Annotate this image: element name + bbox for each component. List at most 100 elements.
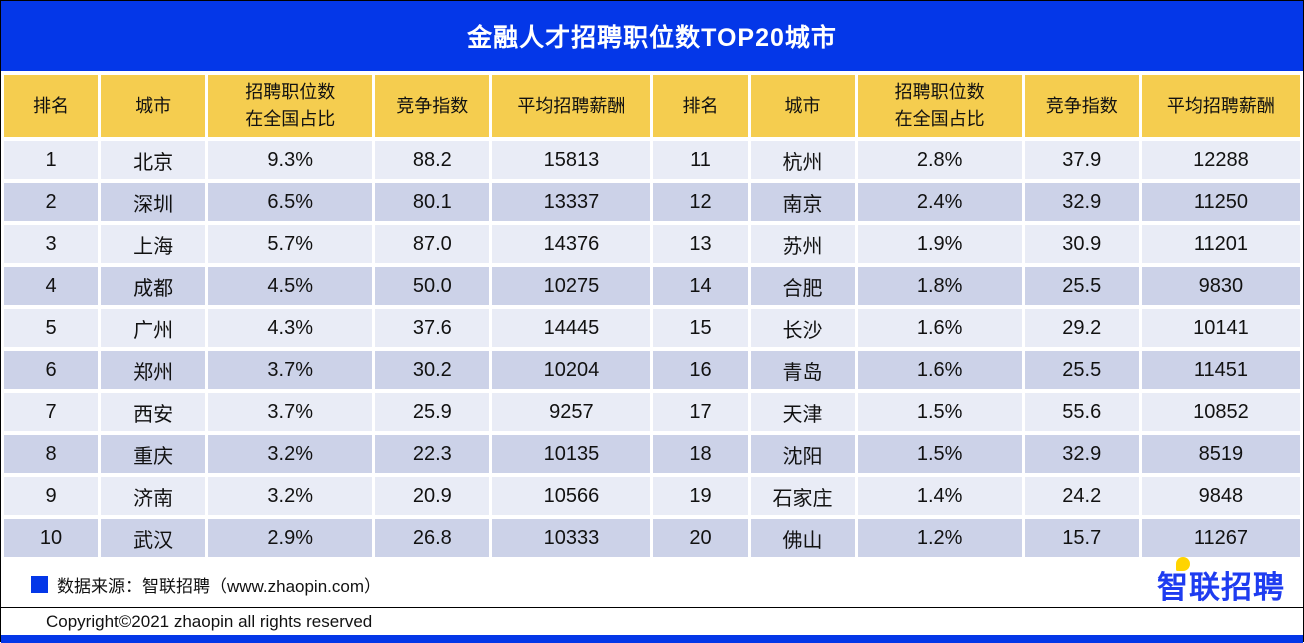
table-body: 1 北京 9.3% 88.2 15813 11 杭州 2.8% 37.9 12288 2 深圳 6.5%… bbox=[4, 141, 1300, 557]
cell-share: 1.9% bbox=[857, 225, 1022, 263]
cell-index: 26.8 bbox=[375, 519, 490, 557]
cell-index: 25.9 bbox=[375, 393, 490, 431]
cell-city: 上海 bbox=[101, 225, 206, 263]
cell-salary: 13337 bbox=[492, 183, 651, 221]
cell-share: 9.3% bbox=[208, 141, 373, 179]
cell-city: 长沙 bbox=[750, 309, 855, 347]
cell-rank: 4 bbox=[4, 267, 99, 305]
logo-text: 智联招聘 bbox=[1157, 569, 1285, 605]
cell-salary: 9848 bbox=[1141, 477, 1300, 515]
cell-index: 29.2 bbox=[1024, 309, 1139, 347]
cell-city: 北京 bbox=[101, 141, 206, 179]
cell-share: 1.4% bbox=[857, 477, 1022, 515]
cell-share: 2.8% bbox=[857, 141, 1022, 179]
cell-share: 1.5% bbox=[857, 393, 1022, 431]
cell-salary: 14376 bbox=[492, 225, 651, 263]
cell-index: 87.0 bbox=[375, 225, 490, 263]
header-row: 排名 城市 招聘职位数 在全国占比 竞争指数 平均招聘薪酬 排名 城市 招聘职位数 在全国占比… bbox=[4, 75, 1300, 137]
table-row: 7 西安 3.7% 25.9 9257 17 天津 1.5% 55.6 10852 bbox=[4, 393, 1300, 431]
cell-index: 37.9 bbox=[1024, 141, 1139, 179]
table-row: 10 武汉 2.9% 26.8 10333 20 佛山 1.2% 15.7 11267 bbox=[4, 519, 1300, 557]
table-row: 3 上海 5.7% 87.0 14376 13 苏州 1.9% 30.9 11201 bbox=[4, 225, 1300, 263]
bottom-blue-strip bbox=[1, 635, 1303, 643]
cell-rank: 10 bbox=[4, 519, 99, 557]
cell-salary: 11451 bbox=[1141, 351, 1300, 389]
cell-city: 成都 bbox=[101, 267, 206, 305]
cell-salary: 14445 bbox=[492, 309, 651, 347]
cell-city: 郑州 bbox=[101, 351, 206, 389]
copyright-text: Copyright©2021 zhaopin all rights reserv… bbox=[46, 611, 373, 631]
cell-salary: 15813 bbox=[492, 141, 651, 179]
cell-share: 4.3% bbox=[208, 309, 373, 347]
cell-share: 1.6% bbox=[857, 309, 1022, 347]
cell-rank: 17 bbox=[653, 393, 748, 431]
table-row: 1 北京 9.3% 88.2 15813 11 杭州 2.8% 37.9 12288 bbox=[4, 141, 1300, 179]
cell-city: 济南 bbox=[101, 477, 206, 515]
cell-index: 50.0 bbox=[375, 267, 490, 305]
cell-rank: 5 bbox=[4, 309, 99, 347]
cell-salary: 10566 bbox=[492, 477, 651, 515]
cell-city: 杭州 bbox=[750, 141, 855, 179]
cell-index: 22.3 bbox=[375, 435, 490, 473]
cell-share: 1.5% bbox=[857, 435, 1022, 473]
cell-rank: 15 bbox=[653, 309, 748, 347]
cell-index: 55.6 bbox=[1024, 393, 1139, 431]
cell-salary: 9257 bbox=[492, 393, 651, 431]
cell-index: 80.1 bbox=[375, 183, 490, 221]
cell-share: 3.7% bbox=[208, 351, 373, 389]
cell-salary: 10333 bbox=[492, 519, 651, 557]
cell-city: 青岛 bbox=[750, 351, 855, 389]
cell-index: 32.9 bbox=[1024, 435, 1139, 473]
cell-share: 1.2% bbox=[857, 519, 1022, 557]
footer-divider bbox=[1, 607, 1303, 608]
column-header-salary: 平均招聘薪酬 bbox=[1141, 75, 1300, 137]
cell-index: 30.9 bbox=[1024, 225, 1139, 263]
cell-index: 24.2 bbox=[1024, 477, 1139, 515]
zhaopin-logo: 智联招聘 bbox=[1157, 556, 1285, 607]
cell-share: 1.6% bbox=[857, 351, 1022, 389]
cell-rank: 20 bbox=[653, 519, 748, 557]
cell-index: 25.5 bbox=[1024, 351, 1139, 389]
cell-city: 苏州 bbox=[750, 225, 855, 263]
cell-salary: 10852 bbox=[1141, 393, 1300, 431]
cell-city: 西安 bbox=[101, 393, 206, 431]
column-header-salary: 平均招聘薪酬 bbox=[492, 75, 651, 137]
cell-rank: 3 bbox=[4, 225, 99, 263]
cell-rank: 9 bbox=[4, 477, 99, 515]
cell-salary: 10135 bbox=[492, 435, 651, 473]
table-row: 6 郑州 3.7% 30.2 10204 16 青岛 1.6% 25.5 11451 bbox=[4, 351, 1300, 389]
cell-city: 深圳 bbox=[101, 183, 206, 221]
table-row: 4 成都 4.5% 50.0 10275 14 合肥 1.8% 25.5 9830 bbox=[4, 267, 1300, 305]
cell-share: 5.7% bbox=[208, 225, 373, 263]
footer-source-row: 数据来源：智联招聘（www.zhaopin.com） 智联招聘 bbox=[1, 556, 1303, 607]
cell-rank: 18 bbox=[653, 435, 748, 473]
column-header-rank: 排名 bbox=[653, 75, 748, 137]
cell-city: 广州 bbox=[101, 309, 206, 347]
cell-rank: 14 bbox=[653, 267, 748, 305]
cell-salary: 9830 bbox=[1141, 267, 1300, 305]
legend-square-icon bbox=[31, 575, 48, 593]
cell-city: 天津 bbox=[750, 393, 855, 431]
table-row: 8 重庆 3.2% 22.3 10135 18 沈阳 1.5% 32.9 8519 bbox=[4, 435, 1300, 473]
cell-rank: 6 bbox=[4, 351, 99, 389]
table-row: 9 济南 3.2% 20.9 10566 19 石家庄 1.4% 24.2 9848 bbox=[4, 477, 1300, 515]
cell-city: 合肥 bbox=[750, 267, 855, 305]
column-header-rank: 排名 bbox=[4, 75, 99, 137]
cell-index: 37.6 bbox=[375, 309, 490, 347]
cell-city: 沈阳 bbox=[750, 435, 855, 473]
title-banner: 金融人才招聘职位数TOP20城市 bbox=[1, 1, 1303, 71]
cell-share: 6.5% bbox=[208, 183, 373, 221]
cell-salary: 10141 bbox=[1141, 309, 1300, 347]
cell-city: 石家庄 bbox=[750, 477, 855, 515]
cell-rank: 11 bbox=[653, 141, 748, 179]
cell-city: 武汉 bbox=[101, 519, 206, 557]
cell-rank: 8 bbox=[4, 435, 99, 473]
cell-rank: 12 bbox=[653, 183, 748, 221]
cell-index: 20.9 bbox=[375, 477, 490, 515]
cell-share: 4.5% bbox=[208, 267, 373, 305]
cell-rank: 16 bbox=[653, 351, 748, 389]
table-row: 5 广州 4.3% 37.6 14445 15 长沙 1.6% 29.2 10141 bbox=[4, 309, 1300, 347]
cell-index: 25.5 bbox=[1024, 267, 1139, 305]
cell-city: 佛山 bbox=[750, 519, 855, 557]
